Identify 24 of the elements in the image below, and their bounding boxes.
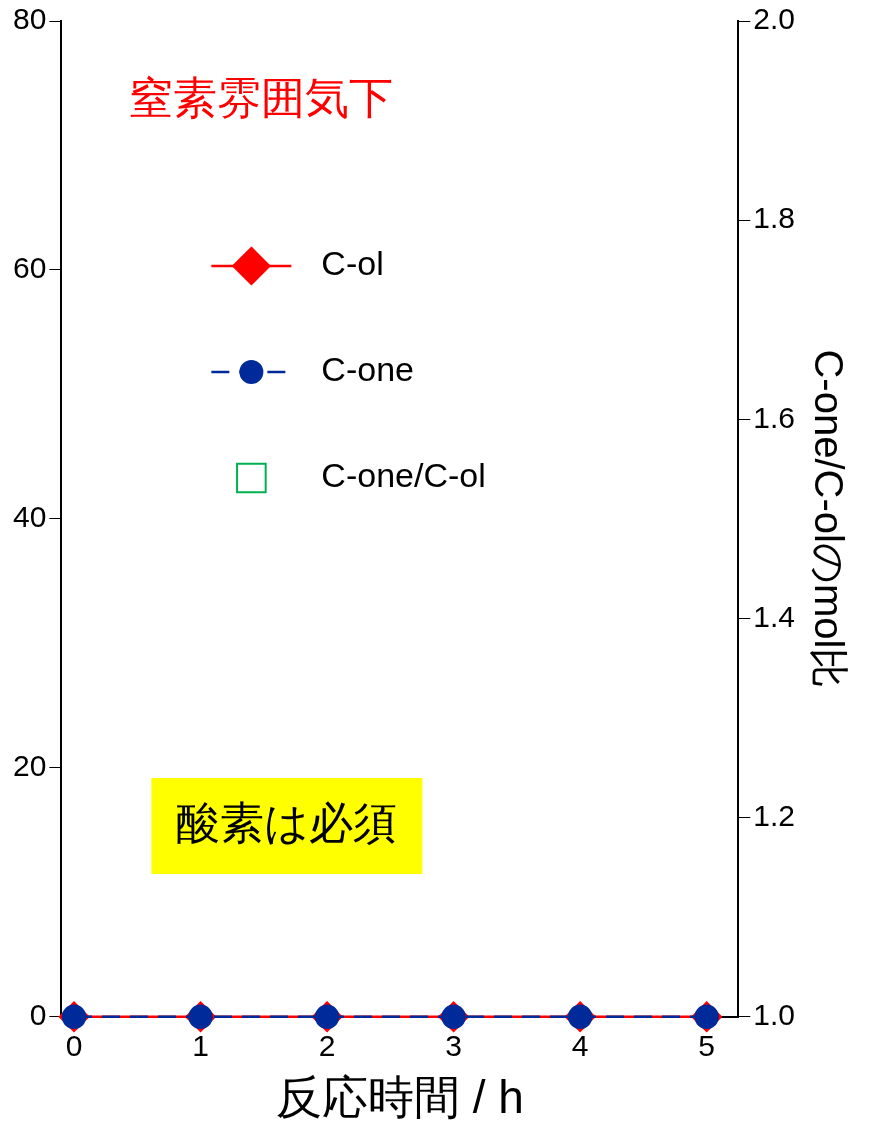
x-tick-label: 1 [192,1029,209,1063]
y2-tick-label: 2.0 [753,2,796,36]
y-tick-label: 60 [12,251,47,285]
y2-tick-label: 1.0 [753,998,796,1032]
y2-axis-title: C-one/C-olのmol比 [806,349,851,689]
x-tick-label: 2 [318,1029,336,1063]
annotation: 酸素は必須 [176,798,398,848]
x-tick-label: 0 [65,1029,83,1063]
y-tick-label: 40 [12,500,47,534]
annotation: 窒素雰囲気下 [129,73,394,123]
y-tick-label: 80 [12,2,47,36]
legend-label: C-ol [321,244,384,283]
x-tick-label: 3 [445,1029,462,1063]
y2-tick-label: 1.2 [753,798,796,832]
y2-tick-label: 1.4 [753,599,796,633]
y-tick-label: 0 [29,998,47,1032]
x-tick-label: 5 [698,1029,716,1063]
legend-label: C-one/C-ol [321,456,486,495]
y-tick-label: 20 [12,749,47,783]
y2-tick-label: 1.6 [753,400,796,434]
x-axis-title: 反応時間 / h [275,1071,524,1124]
legend-label: C-one [321,350,414,389]
x-tick-label: 4 [571,1029,589,1063]
y2-tick-label: 1.8 [753,201,796,235]
